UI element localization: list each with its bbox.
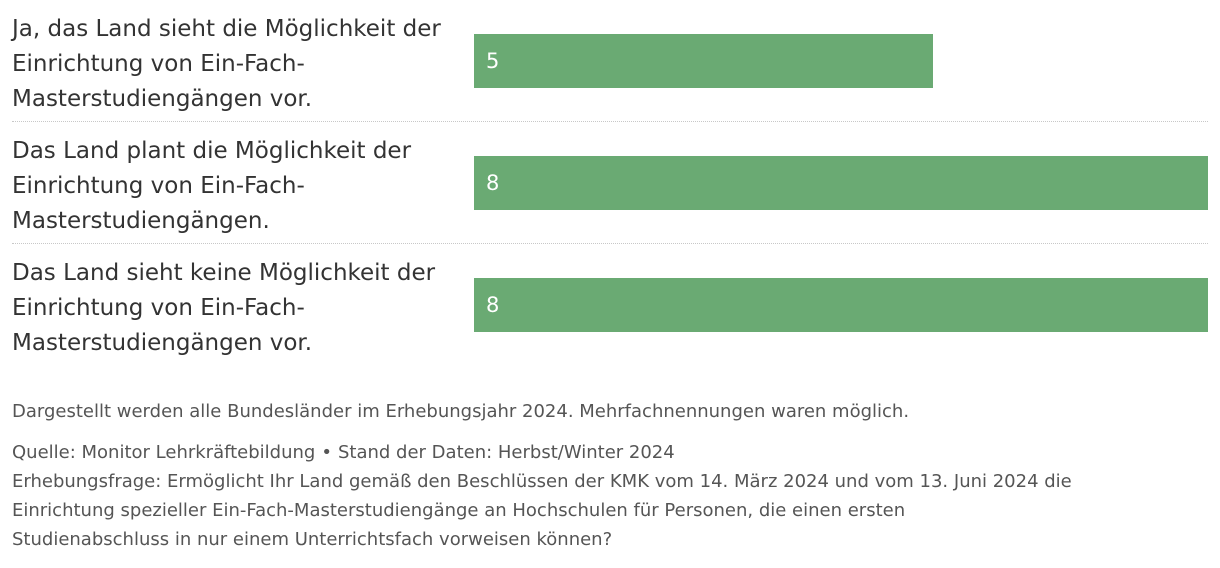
bar-value-label: 5 xyxy=(486,49,500,73)
category-label-line: Masterstudiengängen. xyxy=(12,208,270,234)
category-label-line: Einrichtung von Ein-Fach- xyxy=(12,51,305,77)
category-label-line: Das Land sieht keine Möglichkeit der xyxy=(12,260,436,286)
source-text: Quelle: Monitor Lehrkräftebildung xyxy=(12,442,316,463)
category-label-line: Masterstudiengängen vor. xyxy=(12,330,313,356)
chart-note: Dargestellt werden alle Bundesländer im … xyxy=(12,401,910,422)
bar-value-label: 8 xyxy=(486,171,500,195)
bar: 5 xyxy=(474,34,933,88)
category-label: Ja, das Land sieht die Möglichkeit der Ei… xyxy=(12,12,462,117)
category-label: Das Land plant die Möglichkeit der Einric… xyxy=(12,134,462,239)
survey-question-line-1: Erhebungsfrage: Ermöglicht Ihr Land gemä… xyxy=(12,471,1072,492)
bar: 8 xyxy=(474,278,1208,332)
bar-chart: Ja, das Land sieht die Möglichkeit der Ei… xyxy=(12,0,1208,368)
chart-footer: Quelle: Monitor Lehrkräftebildung • Stand … xyxy=(12,438,1212,554)
category-label-line: Das Land plant die Möglichkeit der xyxy=(12,138,412,164)
row-divider xyxy=(12,243,1208,244)
survey-question-line-2: Einrichtung spezieller Ein-Fach-Masterst… xyxy=(12,500,906,521)
bar: 8 xyxy=(474,156,1208,210)
separator-dot: • xyxy=(321,442,332,463)
category-label-line: Ja, das Land sieht die Möglichkeit der xyxy=(12,16,441,42)
chart-row: Das Land sieht keine Möglichkeit der Einr… xyxy=(12,244,1208,366)
chart-row: Ja, das Land sieht die Möglichkeit der Ei… xyxy=(12,0,1208,122)
row-divider xyxy=(12,121,1208,122)
category-label: Das Land sieht keine Möglichkeit der Einr… xyxy=(12,256,462,361)
bar-value-label: 8 xyxy=(486,293,500,317)
chart-row: Das Land plant die Möglichkeit der Einric… xyxy=(12,122,1208,244)
survey-question-line-3: Studienabschluss in nur einem Unterricht… xyxy=(12,529,613,550)
category-label-line: Masterstudiengängen vor. xyxy=(12,86,313,112)
category-label-line: Einrichtung von Ein-Fach- xyxy=(12,173,305,199)
category-label-line: Einrichtung von Ein-Fach- xyxy=(12,295,305,321)
data-status-text: Stand der Daten: Herbst/Winter 2024 xyxy=(337,442,675,463)
source-line: Quelle: Monitor Lehrkräftebildung • Stand … xyxy=(12,438,1212,467)
